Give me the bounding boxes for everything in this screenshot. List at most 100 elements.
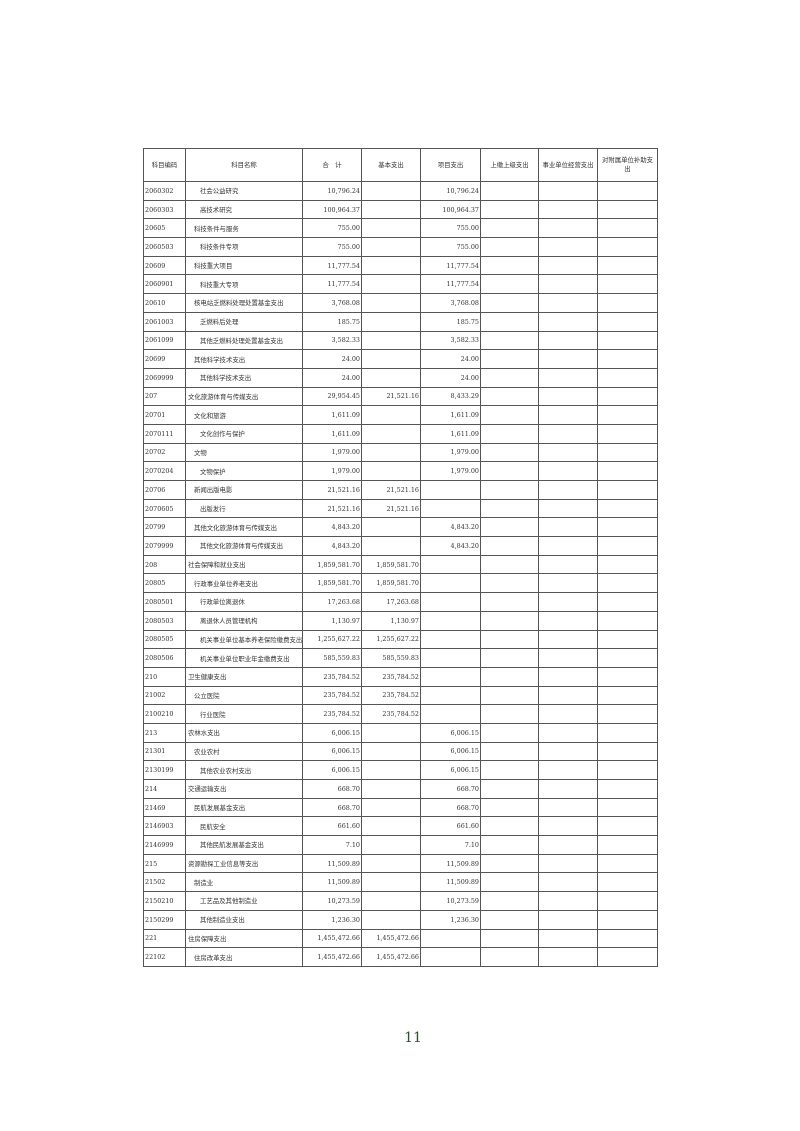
project-cell: 24.00 bbox=[420, 367, 481, 388]
business-cell bbox=[538, 517, 598, 538]
subsidy-cell bbox=[597, 442, 658, 463]
table-row: 2060901 科技重大专项 11,777.54 11,777.54 bbox=[143, 274, 658, 295]
table-row: 2060503 科技条件专项 755.00 755.00 bbox=[143, 237, 658, 257]
remit-cell bbox=[480, 835, 539, 855]
total-cell: 11,777.54 bbox=[302, 274, 362, 295]
basic-cell bbox=[361, 779, 421, 799]
name-cell: 卫生健康支出 bbox=[185, 666, 303, 687]
table-row: 2080505 机关事业单位基本养老保险缴费支出 1,255,627.22 1,255… bbox=[143, 629, 658, 650]
remit-cell bbox=[480, 255, 539, 276]
code-cell: 2150299 bbox=[143, 909, 186, 930]
basic-cell bbox=[361, 330, 421, 351]
basic-cell bbox=[361, 461, 421, 481]
name-cell: 公立医院 bbox=[185, 685, 303, 706]
table-row: 20702 文物 1,979.00 1,979.00 bbox=[143, 442, 658, 463]
total-cell: 1,236.30 bbox=[302, 909, 362, 930]
remit-cell bbox=[480, 573, 539, 594]
basic-cell: 235,784.52 bbox=[361, 685, 421, 706]
code-cell: 20610 bbox=[143, 293, 186, 313]
total-cell: 100,964.37 bbox=[302, 199, 362, 220]
business-cell bbox=[538, 423, 598, 444]
name-cell: 制造业 bbox=[185, 872, 303, 893]
name-cell: 其他科学技术支出 bbox=[185, 349, 303, 369]
code-cell: 2146903 bbox=[143, 816, 186, 837]
code-cell: 2100210 bbox=[143, 704, 186, 724]
name-cell: 科技条件专项 bbox=[185, 237, 303, 257]
project-cell: 3,768.08 bbox=[420, 293, 481, 313]
subsidy-cell bbox=[597, 349, 658, 369]
remit-cell bbox=[480, 629, 539, 650]
subsidy-cell bbox=[597, 461, 658, 481]
name-cell: 住房改革支出 bbox=[185, 947, 303, 967]
project-cell: 6,006.15 bbox=[420, 741, 481, 762]
remit-cell bbox=[480, 666, 539, 687]
basic-cell bbox=[361, 349, 421, 369]
code-cell: 21002 bbox=[143, 685, 186, 706]
code-cell: 2061003 bbox=[143, 311, 186, 332]
table-row: 20706 新闻出版电影 21,521.16 21,521.16 bbox=[143, 480, 658, 500]
table-row: 21301 农业农村 6,006.15 6,006.15 bbox=[143, 741, 658, 762]
subsidy-cell bbox=[597, 330, 658, 351]
subsidy-cell bbox=[597, 666, 658, 687]
remit-cell bbox=[480, 779, 539, 799]
code-cell: 221 bbox=[143, 928, 186, 949]
basic-cell bbox=[361, 891, 421, 911]
basic-cell bbox=[361, 722, 421, 743]
table-row: 2060303 高技术研究 100,964.37 100,964.37 bbox=[143, 199, 658, 220]
table-row: 20610 核电站乏燃料处理处置基金支出 3,768.08 3,768.08 bbox=[143, 293, 658, 313]
basic-cell: 1,255,627.22 bbox=[361, 629, 421, 650]
code-cell: 20799 bbox=[143, 517, 186, 538]
business-cell bbox=[538, 685, 598, 706]
business-cell bbox=[538, 330, 598, 351]
subsidy-cell bbox=[597, 704, 658, 724]
basic-cell bbox=[361, 760, 421, 780]
code-cell: 215 bbox=[143, 853, 186, 874]
project-cell bbox=[420, 704, 481, 724]
remit-cell bbox=[480, 517, 539, 538]
business-cell bbox=[538, 592, 598, 612]
code-cell: 2080505 bbox=[143, 629, 186, 650]
code-cell: 2070204 bbox=[143, 461, 186, 481]
name-cell: 其他农业农村支出 bbox=[185, 760, 303, 780]
name-cell: 社会保障和就业支出 bbox=[185, 554, 303, 575]
code-cell: 2069999 bbox=[143, 367, 186, 388]
basic-cell bbox=[361, 909, 421, 930]
table-row: 2061099 其他乏燃料处理处置基金支出 3,582.33 3,582.33 bbox=[143, 330, 658, 351]
total-cell: 1,611.09 bbox=[302, 405, 362, 425]
business-cell bbox=[538, 872, 598, 893]
project-cell: 11,509.89 bbox=[420, 853, 481, 874]
table-row: 215 资源勘探工业信息等支出 11,509.89 11,509.89 bbox=[143, 853, 658, 874]
page-number: 11 bbox=[404, 1030, 422, 1046]
remit-cell bbox=[480, 947, 539, 967]
table-row: 2146999 其他民航发展基金支出 7.10 7.10 bbox=[143, 835, 658, 855]
name-cell: 文化和旅游 bbox=[185, 405, 303, 425]
remit-cell bbox=[480, 928, 539, 949]
total-cell: 10,796.24 bbox=[302, 181, 362, 201]
total-cell: 21,521.16 bbox=[302, 480, 362, 500]
business-cell bbox=[538, 779, 598, 799]
remit-cell bbox=[480, 349, 539, 369]
remit-cell bbox=[480, 218, 539, 239]
total-cell: 24.00 bbox=[302, 349, 362, 369]
basic-cell: 17,263.68 bbox=[361, 592, 421, 612]
subsidy-cell bbox=[597, 480, 658, 500]
subsidy-cell bbox=[597, 797, 658, 818]
total-cell: 661.60 bbox=[302, 816, 362, 837]
remit-cell bbox=[480, 797, 539, 818]
total-cell: 235,784.52 bbox=[302, 704, 362, 724]
table-row: 2070204 文物保护 1,979.00 1,979.00 bbox=[143, 461, 658, 481]
business-cell bbox=[538, 816, 598, 837]
name-cell: 新闻出版电影 bbox=[185, 480, 303, 500]
project-cell: 100,964.37 bbox=[420, 199, 481, 220]
code-cell: 2070111 bbox=[143, 423, 186, 444]
table-row: 2080506 机关事业单位职业年金缴费支出 585,559.83 585,559.8… bbox=[143, 648, 658, 668]
total-cell: 1,979.00 bbox=[302, 442, 362, 463]
subsidy-cell bbox=[597, 517, 658, 538]
total-cell: 10,273.59 bbox=[302, 891, 362, 911]
subsidy-cell bbox=[597, 592, 658, 612]
name-cell: 乏燃料后处理 bbox=[185, 311, 303, 332]
business-cell bbox=[538, 760, 598, 780]
basic-cell bbox=[361, 367, 421, 388]
project-cell bbox=[420, 554, 481, 575]
remit-cell bbox=[480, 536, 539, 556]
